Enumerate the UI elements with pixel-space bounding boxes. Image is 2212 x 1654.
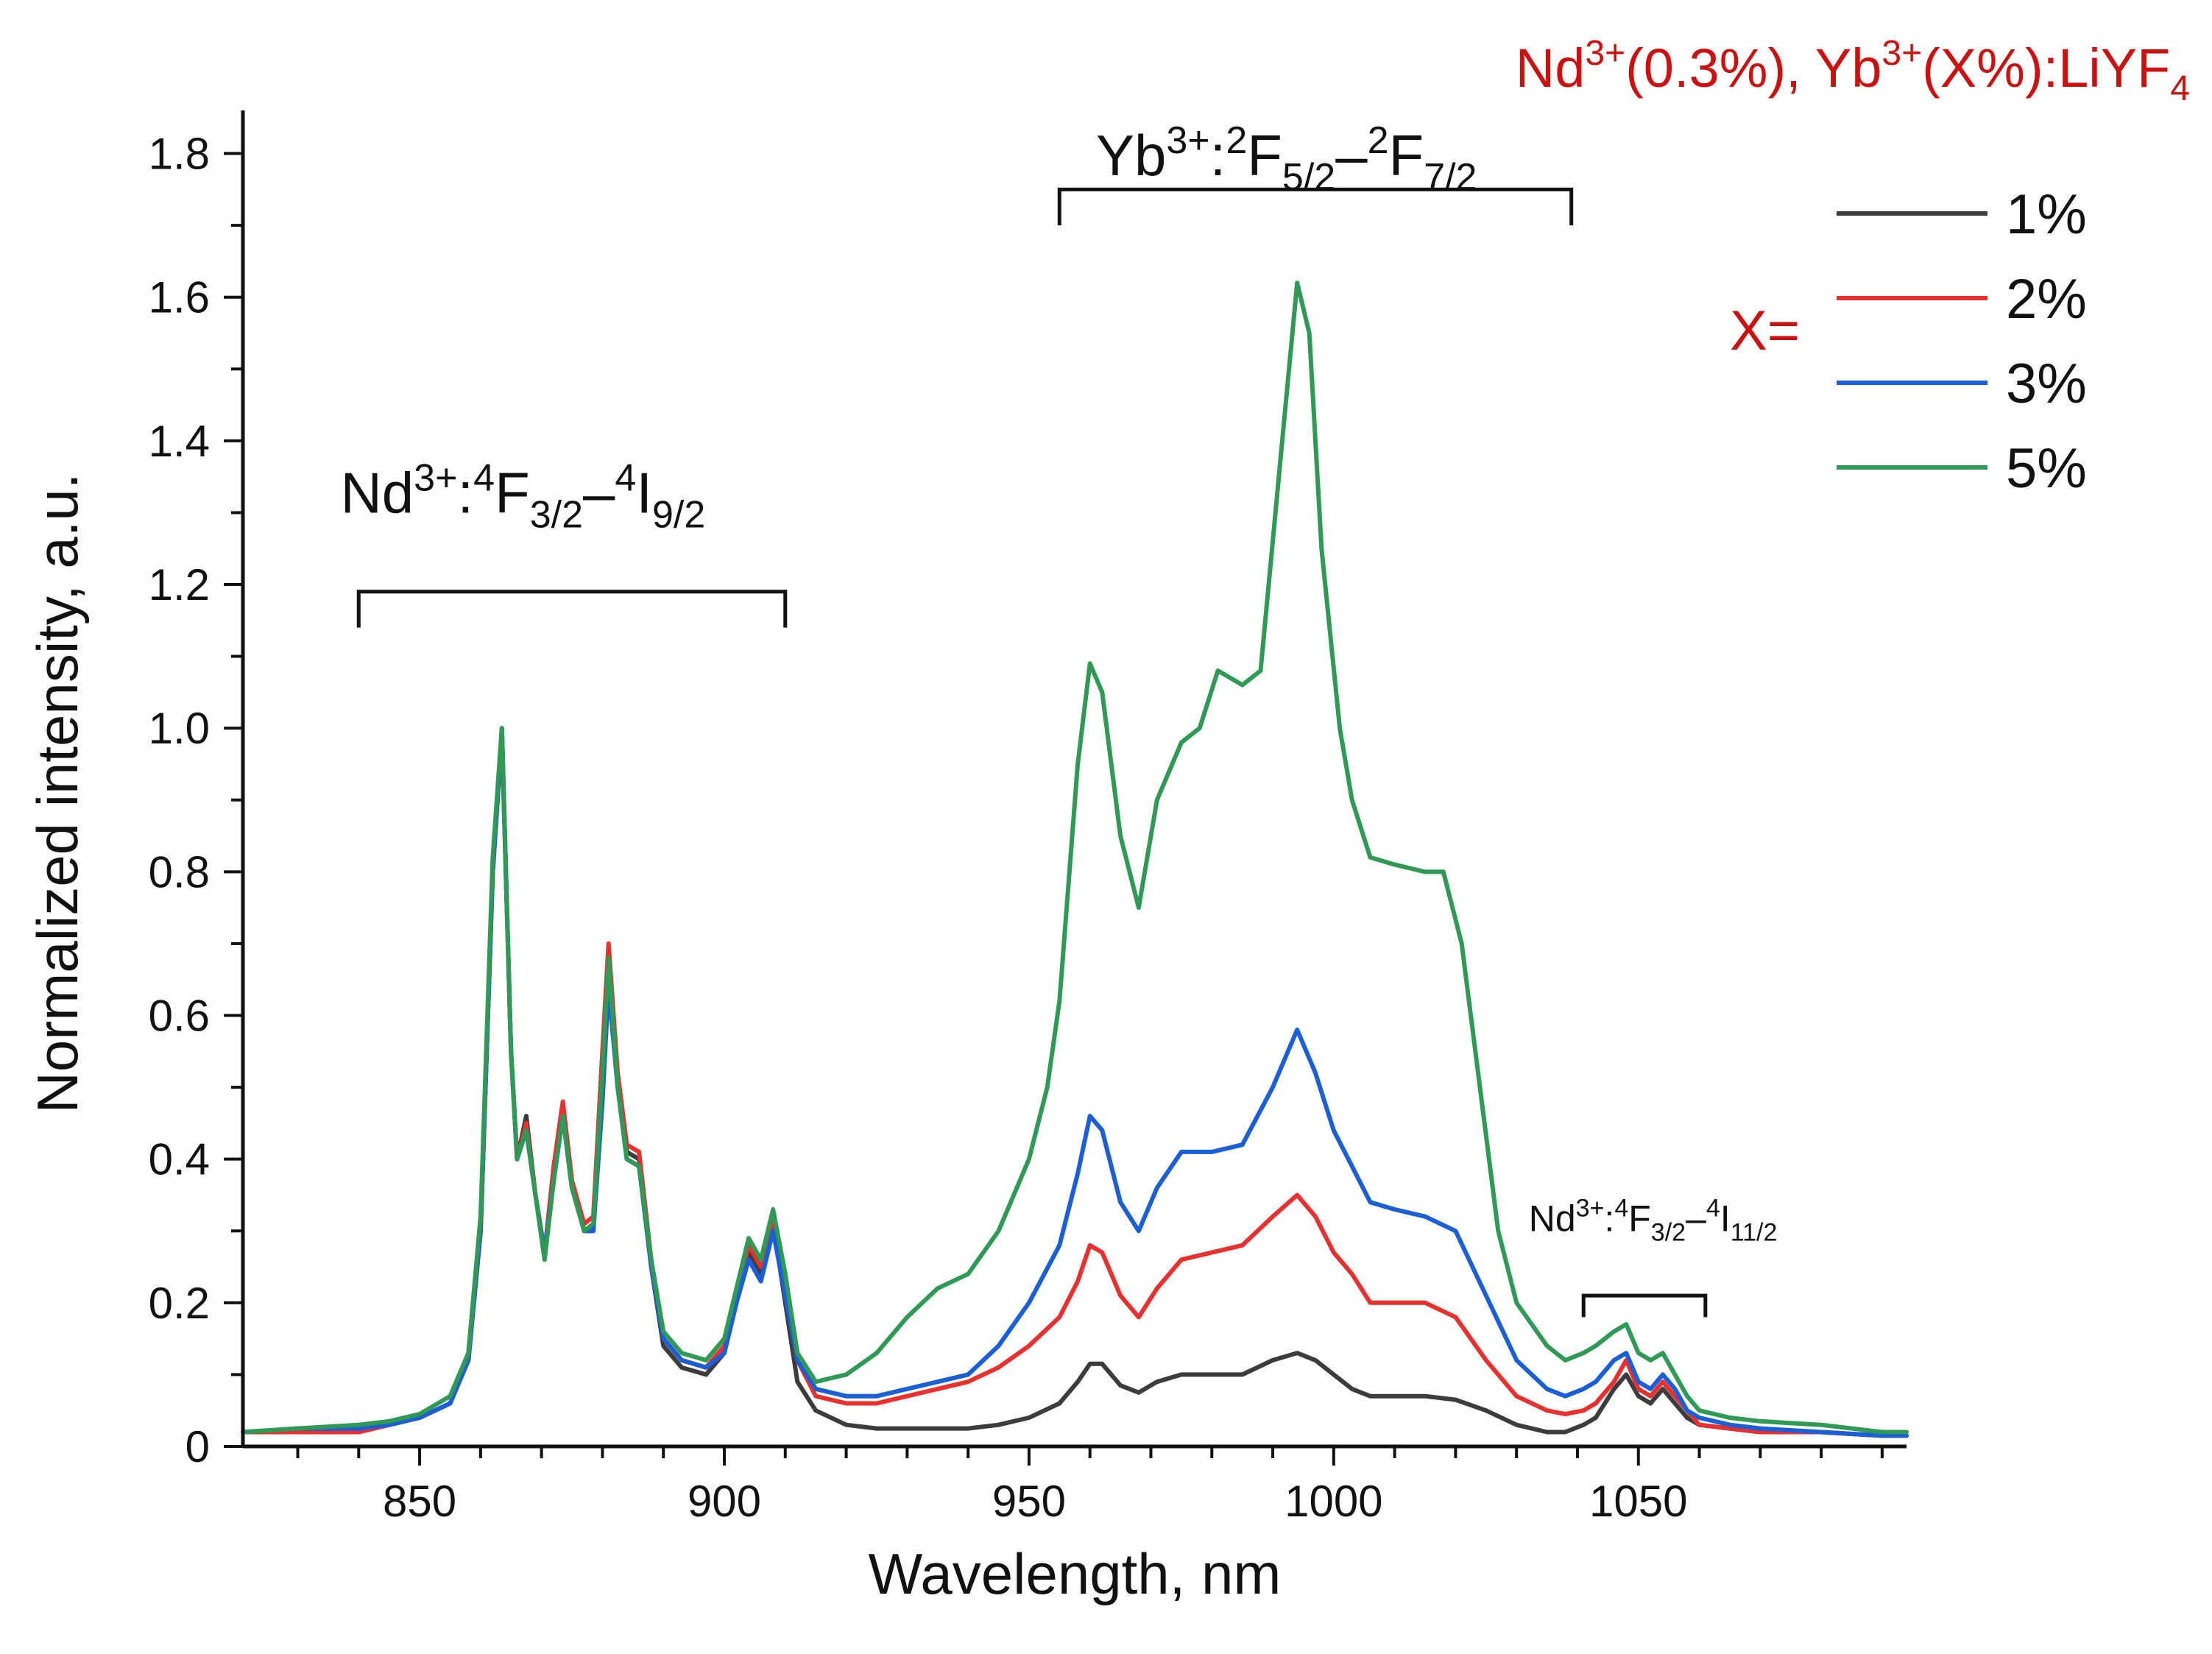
x-tick-label: 900 xyxy=(688,1477,761,1526)
annotations: Nd3+:4F3/2–4I9/2Yb3+:2F5/2–2F7/2Nd3+:4F3… xyxy=(340,119,1777,1318)
title-ion2-conc: (X%):LiYF xyxy=(1922,38,2170,99)
ann-dash: – xyxy=(1686,1198,1706,1239)
chart-title: Nd3+(0.3%), Yb3+(X%):LiYF4 xyxy=(1516,34,2190,108)
ann-lower-j: 9/2 xyxy=(652,493,705,536)
legend-label-1: 1% xyxy=(2006,183,2087,246)
axis-ticks: 850 900 950 1000 1050 0 0.2 0.4 0.6 0.8 1.0 1.2 1.4 1… xyxy=(149,130,1884,1526)
ann-dash: – xyxy=(583,460,615,525)
axes xyxy=(241,110,1907,1449)
ann-charge: 3+ xyxy=(1166,119,1209,162)
y-tick-label: 0 xyxy=(185,1422,210,1471)
y-axis-label: Normalized intensity, a.u. xyxy=(25,473,90,1114)
y-tick-label: 0.2 xyxy=(149,1279,210,1328)
ann-lower-term: I xyxy=(636,460,652,525)
y-tick-label: 1.6 xyxy=(149,273,210,322)
legend-label-3: 3% xyxy=(2006,353,2087,415)
ann-lower-term: F xyxy=(1389,123,1424,188)
x-tick-label: 1000 xyxy=(1285,1477,1382,1526)
ann-lower-mult: 4 xyxy=(1706,1194,1720,1222)
ann-ion: Nd xyxy=(340,460,414,525)
x-tick-label: 850 xyxy=(383,1477,456,1526)
y-tick-label: 1.0 xyxy=(149,704,210,753)
legend-prefix: X= xyxy=(1730,300,1800,362)
title-ion2-charge: 3+ xyxy=(1881,34,1922,73)
ann-upper-j: 3/2 xyxy=(530,493,583,536)
ann-upper-mult: 4 xyxy=(1614,1194,1628,1222)
ann-lower-mult: 2 xyxy=(1368,119,1389,162)
y-tick-label: 0.4 xyxy=(149,1135,210,1184)
title-ion2: Yb xyxy=(1815,38,1882,99)
ann-colon: : xyxy=(1210,123,1226,188)
bracket-nd-9-2 xyxy=(356,590,788,628)
ann-upper-mult: 2 xyxy=(1226,119,1247,162)
ann-upper-j: 3/2 xyxy=(1651,1218,1686,1246)
title-ion1-charge: 3+ xyxy=(1585,34,1625,73)
title-ion1-conc: (0.3%), xyxy=(1625,38,1815,99)
ann-upper-mult: 4 xyxy=(473,456,495,499)
ann-ion: Nd xyxy=(1529,1198,1576,1239)
legend-label-4: 5% xyxy=(2006,437,2087,500)
x-tick-label: 1050 xyxy=(1589,1477,1687,1526)
legend-label-2: 2% xyxy=(2006,268,2087,331)
series-line-5pct xyxy=(241,280,1909,1435)
y-tick-label: 1.4 xyxy=(149,417,210,466)
legend: 1% 2% 3% 5% X= xyxy=(1730,183,2087,500)
ann-lower-j: 11/2 xyxy=(1731,1218,1778,1246)
title-ion1: Nd xyxy=(1516,38,1586,99)
ann-lower-j: 7/2 xyxy=(1424,156,1477,199)
ann-ion: Yb xyxy=(1096,123,1166,188)
annotation-nd-11-2: Nd3+:4F3/2–4I11/2 xyxy=(1529,1194,1778,1246)
ann-upper-term: F xyxy=(1628,1198,1651,1239)
ann-charge: 3+ xyxy=(1576,1194,1605,1222)
ann-charge: 3+ xyxy=(414,456,457,499)
y-tick-label: 1.2 xyxy=(149,560,210,609)
axis-labels: Wavelength, nm Normalized intensity, a.u.… xyxy=(25,34,2190,1606)
x-axis-label: Wavelength, nm xyxy=(869,1541,1282,1606)
ann-lower-mult: 4 xyxy=(615,456,636,499)
y-tick-label: 1.8 xyxy=(149,130,210,179)
title-host-subscript: 4 xyxy=(2170,69,2190,108)
x-tick-label: 950 xyxy=(992,1477,1066,1526)
ann-upper-term: F xyxy=(1247,123,1282,188)
ann-colon: : xyxy=(457,460,473,525)
y-tick-label: 0.8 xyxy=(149,847,210,897)
annotation-nd-9-2: Nd3+:4F3/2–4I9/2 xyxy=(340,456,705,536)
ann-dash: – xyxy=(1335,123,1368,188)
bracket-nd-11-2 xyxy=(1581,1293,1708,1318)
ann-upper-j: 5/2 xyxy=(1282,156,1335,199)
ann-upper-term: F xyxy=(495,460,530,525)
bracket-yb-7-2 xyxy=(1057,187,1574,226)
annotation-yb-7-2: Yb3+:2F5/2–2F7/2 xyxy=(1096,119,1477,199)
series-group xyxy=(241,280,1909,1438)
ann-lower-term: I xyxy=(1720,1198,1731,1239)
ann-colon: : xyxy=(1604,1198,1614,1239)
y-tick-label: 0.6 xyxy=(149,992,210,1041)
